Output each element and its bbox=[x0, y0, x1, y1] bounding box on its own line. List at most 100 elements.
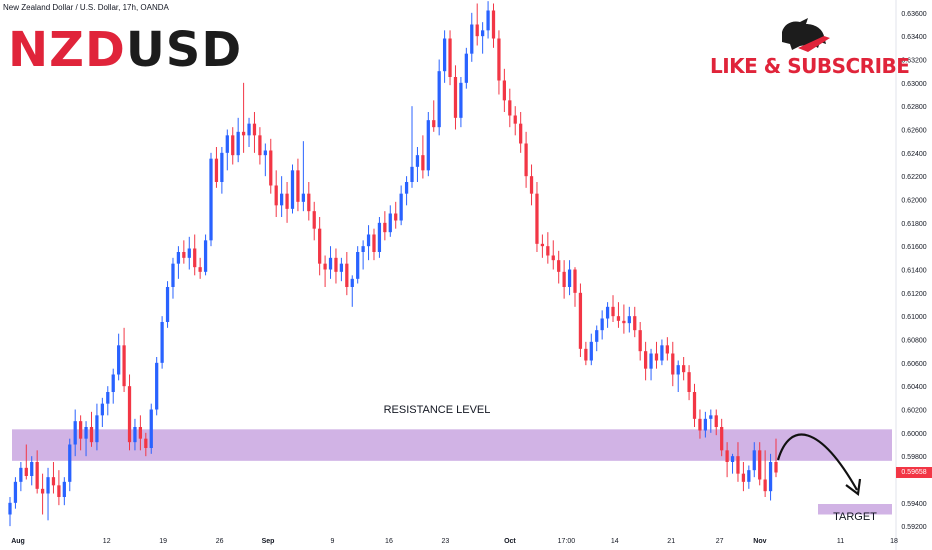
candle bbox=[62, 477, 66, 506]
candle bbox=[89, 411, 94, 447]
candle-body bbox=[404, 182, 409, 194]
candle bbox=[171, 257, 175, 299]
candle bbox=[703, 411, 708, 438]
candle bbox=[198, 257, 202, 279]
candle-body bbox=[13, 481, 18, 503]
candle bbox=[182, 240, 186, 264]
candle-body bbox=[453, 77, 458, 118]
candlestick-series bbox=[8, 1, 778, 527]
candle bbox=[643, 341, 648, 381]
candle bbox=[231, 127, 235, 165]
x-tick-label: 26 bbox=[216, 538, 224, 545]
candle-body bbox=[540, 243, 545, 247]
candle bbox=[508, 88, 512, 128]
candle bbox=[296, 158, 300, 212]
candle-body bbox=[720, 427, 724, 451]
candle bbox=[481, 22, 485, 54]
candle-body bbox=[40, 488, 45, 494]
candle-body bbox=[567, 269, 572, 287]
candle bbox=[513, 106, 517, 136]
candle-body bbox=[350, 278, 354, 287]
candle-body bbox=[595, 330, 599, 342]
candle bbox=[68, 438, 72, 492]
candle bbox=[247, 117, 251, 147]
candle bbox=[567, 260, 572, 296]
candle-body bbox=[127, 386, 132, 443]
candle bbox=[8, 497, 12, 527]
candle bbox=[225, 129, 229, 171]
candle bbox=[312, 201, 316, 241]
candle bbox=[470, 12, 474, 62]
current-price-tag: 0.59658 bbox=[896, 467, 932, 479]
page-title: NZDUSD bbox=[8, 26, 242, 74]
candle-body bbox=[508, 100, 512, 116]
candle-body bbox=[193, 248, 197, 268]
candle-body bbox=[703, 418, 708, 431]
candle bbox=[328, 246, 333, 279]
candle bbox=[747, 465, 751, 489]
candle-body bbox=[111, 374, 115, 392]
candle bbox=[366, 225, 371, 261]
candle bbox=[611, 295, 615, 322]
x-tick-label: 19 bbox=[159, 538, 167, 545]
candle-body bbox=[203, 240, 208, 272]
candle bbox=[193, 234, 197, 276]
candle-body bbox=[252, 123, 257, 136]
candle bbox=[605, 302, 610, 328]
candle bbox=[448, 30, 452, 86]
y-tick-label: 0.63200 bbox=[901, 58, 926, 65]
candle bbox=[334, 248, 338, 284]
candle bbox=[584, 341, 588, 366]
resistance-zone bbox=[12, 429, 892, 461]
candle-body bbox=[258, 135, 262, 156]
candle bbox=[421, 135, 425, 179]
candle bbox=[491, 3, 496, 48]
candle bbox=[442, 30, 447, 83]
y-tick-label: 0.59200 bbox=[901, 524, 926, 531]
candle bbox=[117, 333, 121, 381]
candle-body bbox=[334, 257, 338, 272]
candle-body bbox=[741, 473, 746, 482]
candle bbox=[649, 348, 653, 381]
candle-body bbox=[95, 415, 99, 443]
candle bbox=[638, 322, 642, 361]
candle-body bbox=[155, 362, 159, 410]
y-tick-label: 0.59800 bbox=[901, 454, 926, 461]
candle-body bbox=[654, 353, 659, 361]
candle-body bbox=[89, 427, 94, 443]
candle bbox=[356, 246, 360, 284]
candle-body bbox=[62, 481, 66, 497]
candle-body bbox=[519, 123, 523, 144]
candle-body bbox=[198, 267, 202, 272]
candle-body bbox=[312, 211, 316, 229]
candle-body bbox=[486, 10, 490, 31]
instrument-header: New Zealand Dollar / U.S. Dollar, 17h, O… bbox=[3, 3, 169, 12]
candle bbox=[497, 30, 501, 95]
candle-body bbox=[339, 263, 344, 272]
candle bbox=[676, 360, 680, 392]
candle bbox=[187, 236, 191, 270]
candle bbox=[459, 77, 463, 128]
candle bbox=[35, 450, 39, 494]
candle-body bbox=[573, 269, 577, 293]
curved-arrow-down-icon bbox=[776, 433, 862, 497]
candle bbox=[19, 462, 23, 492]
y-tick-label: 0.60000 bbox=[901, 431, 926, 438]
candle bbox=[540, 234, 545, 258]
title-part-1: NZD bbox=[8, 22, 126, 78]
y-tick-label: 0.61600 bbox=[901, 244, 926, 251]
candle bbox=[573, 267, 577, 307]
candle-body bbox=[133, 427, 137, 443]
candle-body bbox=[524, 143, 528, 177]
candle bbox=[475, 3, 479, 46]
candle-body bbox=[497, 38, 501, 81]
candle bbox=[698, 409, 702, 439]
candle-body bbox=[388, 213, 392, 233]
candle-body bbox=[426, 120, 430, 171]
candle-body bbox=[600, 318, 604, 331]
candle bbox=[258, 127, 262, 165]
candle-body bbox=[578, 292, 583, 349]
candle bbox=[714, 409, 718, 436]
candle bbox=[589, 333, 593, 366]
